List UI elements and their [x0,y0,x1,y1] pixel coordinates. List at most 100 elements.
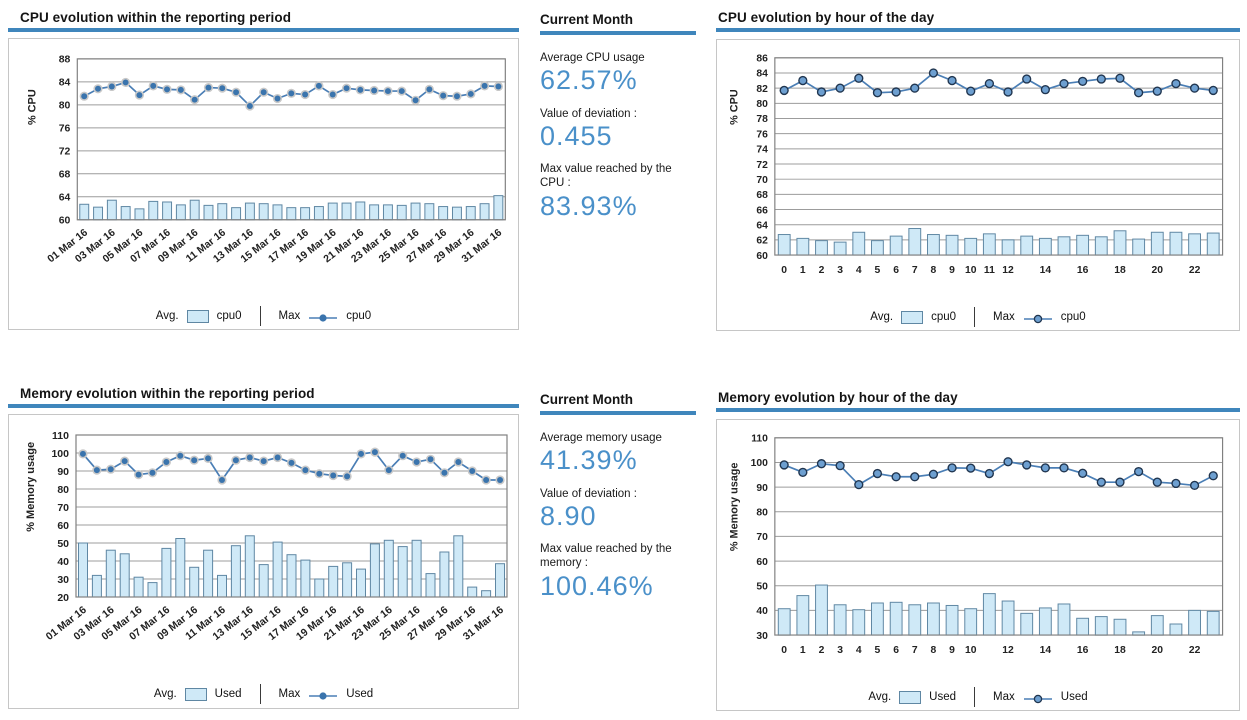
svg-text:110: 110 [751,434,768,445]
svg-text:62: 62 [756,236,768,247]
svg-text:60: 60 [57,520,69,532]
svg-text:9: 9 [949,645,955,656]
mem-deviation-label: Value of deviation : [540,487,637,500]
svg-text:11: 11 [984,265,995,276]
svg-text:70: 70 [57,502,69,514]
svg-text:2: 2 [819,265,825,276]
svg-text:30: 30 [756,631,768,642]
svg-text:72: 72 [59,147,71,158]
svg-text:80: 80 [59,101,71,112]
cpu-stats-header: Current Month [540,12,696,35]
svg-text:16: 16 [1077,265,1089,276]
svg-text:18: 18 [1114,265,1126,276]
svg-text:68: 68 [756,190,768,201]
legend-avg-series: cpu0 [216,310,242,323]
legend-max-series: Used [1060,691,1088,704]
svg-text:82: 82 [756,84,768,95]
cpu-deviation-value: 0.455 [540,120,613,151]
svg-text:18: 18 [1114,645,1126,656]
svg-text:60: 60 [59,216,71,227]
legend-avg-label: Avg. [153,688,177,700]
svg-text:8: 8 [931,645,937,656]
svg-text:1: 1 [800,265,806,276]
legend-max-label: Max [993,691,1015,704]
svg-text:64: 64 [756,220,768,231]
svg-text:70: 70 [756,175,768,186]
legend-separator [974,687,976,708]
svg-text:5: 5 [875,265,881,276]
mem-hours-legend: Avg. Used Max Used [868,684,1088,710]
cpu-hours-legend: Avg. cpu0 Max cpu0 [870,304,1086,330]
mem-hours-title: Memory evolution by hour of the day [716,390,1240,412]
legend-avg-series: cpu0 [931,311,957,324]
svg-text:110: 110 [52,430,69,442]
svg-text:22: 22 [1189,645,1201,656]
legend-separator [259,306,261,327]
legend-avg-swatch [186,309,209,323]
legend-avg-label: Avg. [155,310,179,323]
svg-text:76: 76 [59,124,71,135]
svg-text:68: 68 [59,170,71,181]
mem-period-legend: Avg. Used Max Used [154,681,373,707]
svg-text:3: 3 [837,645,843,656]
legend-max-marker-icon [1023,689,1053,705]
svg-text:90: 90 [57,466,69,478]
cpu-period-title: CPU evolution within the reporting perio… [8,10,519,32]
svg-text:7: 7 [912,265,918,276]
svg-text:90: 90 [756,483,768,494]
svg-text:70: 70 [756,532,768,543]
mem-hours-chart-box: 30 40 50 60 70 80 90 100 110% Memory usage 0 1 2 3 4 5… [716,419,1240,711]
legend-avg-swatch [899,690,922,704]
legend-avg-series: Used [929,691,957,704]
svg-text:80: 80 [57,484,69,496]
svg-text:% CPU: % CPU [27,89,39,125]
svg-text:10: 10 [965,645,977,656]
mem-max-label: Max value reached by the memory : [540,543,672,570]
svg-text:1: 1 [800,645,806,656]
svg-text:64: 64 [59,193,71,204]
svg-text:3: 3 [837,265,843,276]
mem-avg-label: Average memory usage [540,432,662,444]
svg-text:66: 66 [756,205,768,216]
svg-text:100: 100 [51,448,69,460]
mem-stats-panel: Current Month Average memory usage 41.39… [540,392,696,612]
svg-text:20: 20 [1152,645,1164,656]
cpu-avg-value: 62.57% [540,65,638,96]
legend-max-marker-icon [308,686,338,702]
svg-text:14: 14 [1040,645,1052,656]
svg-text:9: 9 [949,265,955,276]
legend-avg-label: Avg. [868,691,892,704]
cpu-stats-panel: Current Month Average CPU usage 62.57% V… [540,12,696,232]
legend-max-marker-icon [1023,309,1053,325]
svg-text:74: 74 [756,145,768,156]
svg-text:14: 14 [1040,265,1052,276]
svg-text:6: 6 [893,645,899,656]
svg-text:8: 8 [931,265,937,276]
svg-text:76: 76 [756,129,768,140]
legend-avg-swatch [901,310,924,324]
legend-max-label: Max [993,311,1015,324]
svg-text:88: 88 [59,55,71,66]
legend-avg-swatch [184,687,207,701]
svg-text:80: 80 [756,508,768,519]
mem-avg-value: 41.39% [540,445,638,476]
cpu-avg-stat: Average CPU usage 62.57% [540,51,696,96]
svg-text:84: 84 [59,78,71,89]
svg-text:60: 60 [756,251,768,262]
legend-avg-series: Used [214,688,242,700]
svg-text:22: 22 [1189,265,1201,276]
legend-max-series: cpu0 [346,310,372,323]
cpu-hours-title: CPU evolution by hour of the day [716,10,1240,32]
svg-text:84: 84 [756,69,768,80]
cpu-max-label: Max value reached by the CPU : [540,163,672,190]
svg-text:4: 4 [856,265,862,276]
svg-text:12: 12 [1002,265,1014,276]
cpu-hours-chart-box: 60 62 64 66 68 70 72 74 76 78 80 82 84 86% CPU 0 1 2 3 4 5 6… [716,39,1240,331]
svg-text:% Memory usage: % Memory usage [25,442,37,532]
cpu-hours-section: CPU evolution by hour of the day 60 62 64 6… [716,10,1240,331]
cpu-max-stat: Max value reached by the CPU : 83.93% [540,162,696,221]
svg-text:50: 50 [756,581,768,592]
